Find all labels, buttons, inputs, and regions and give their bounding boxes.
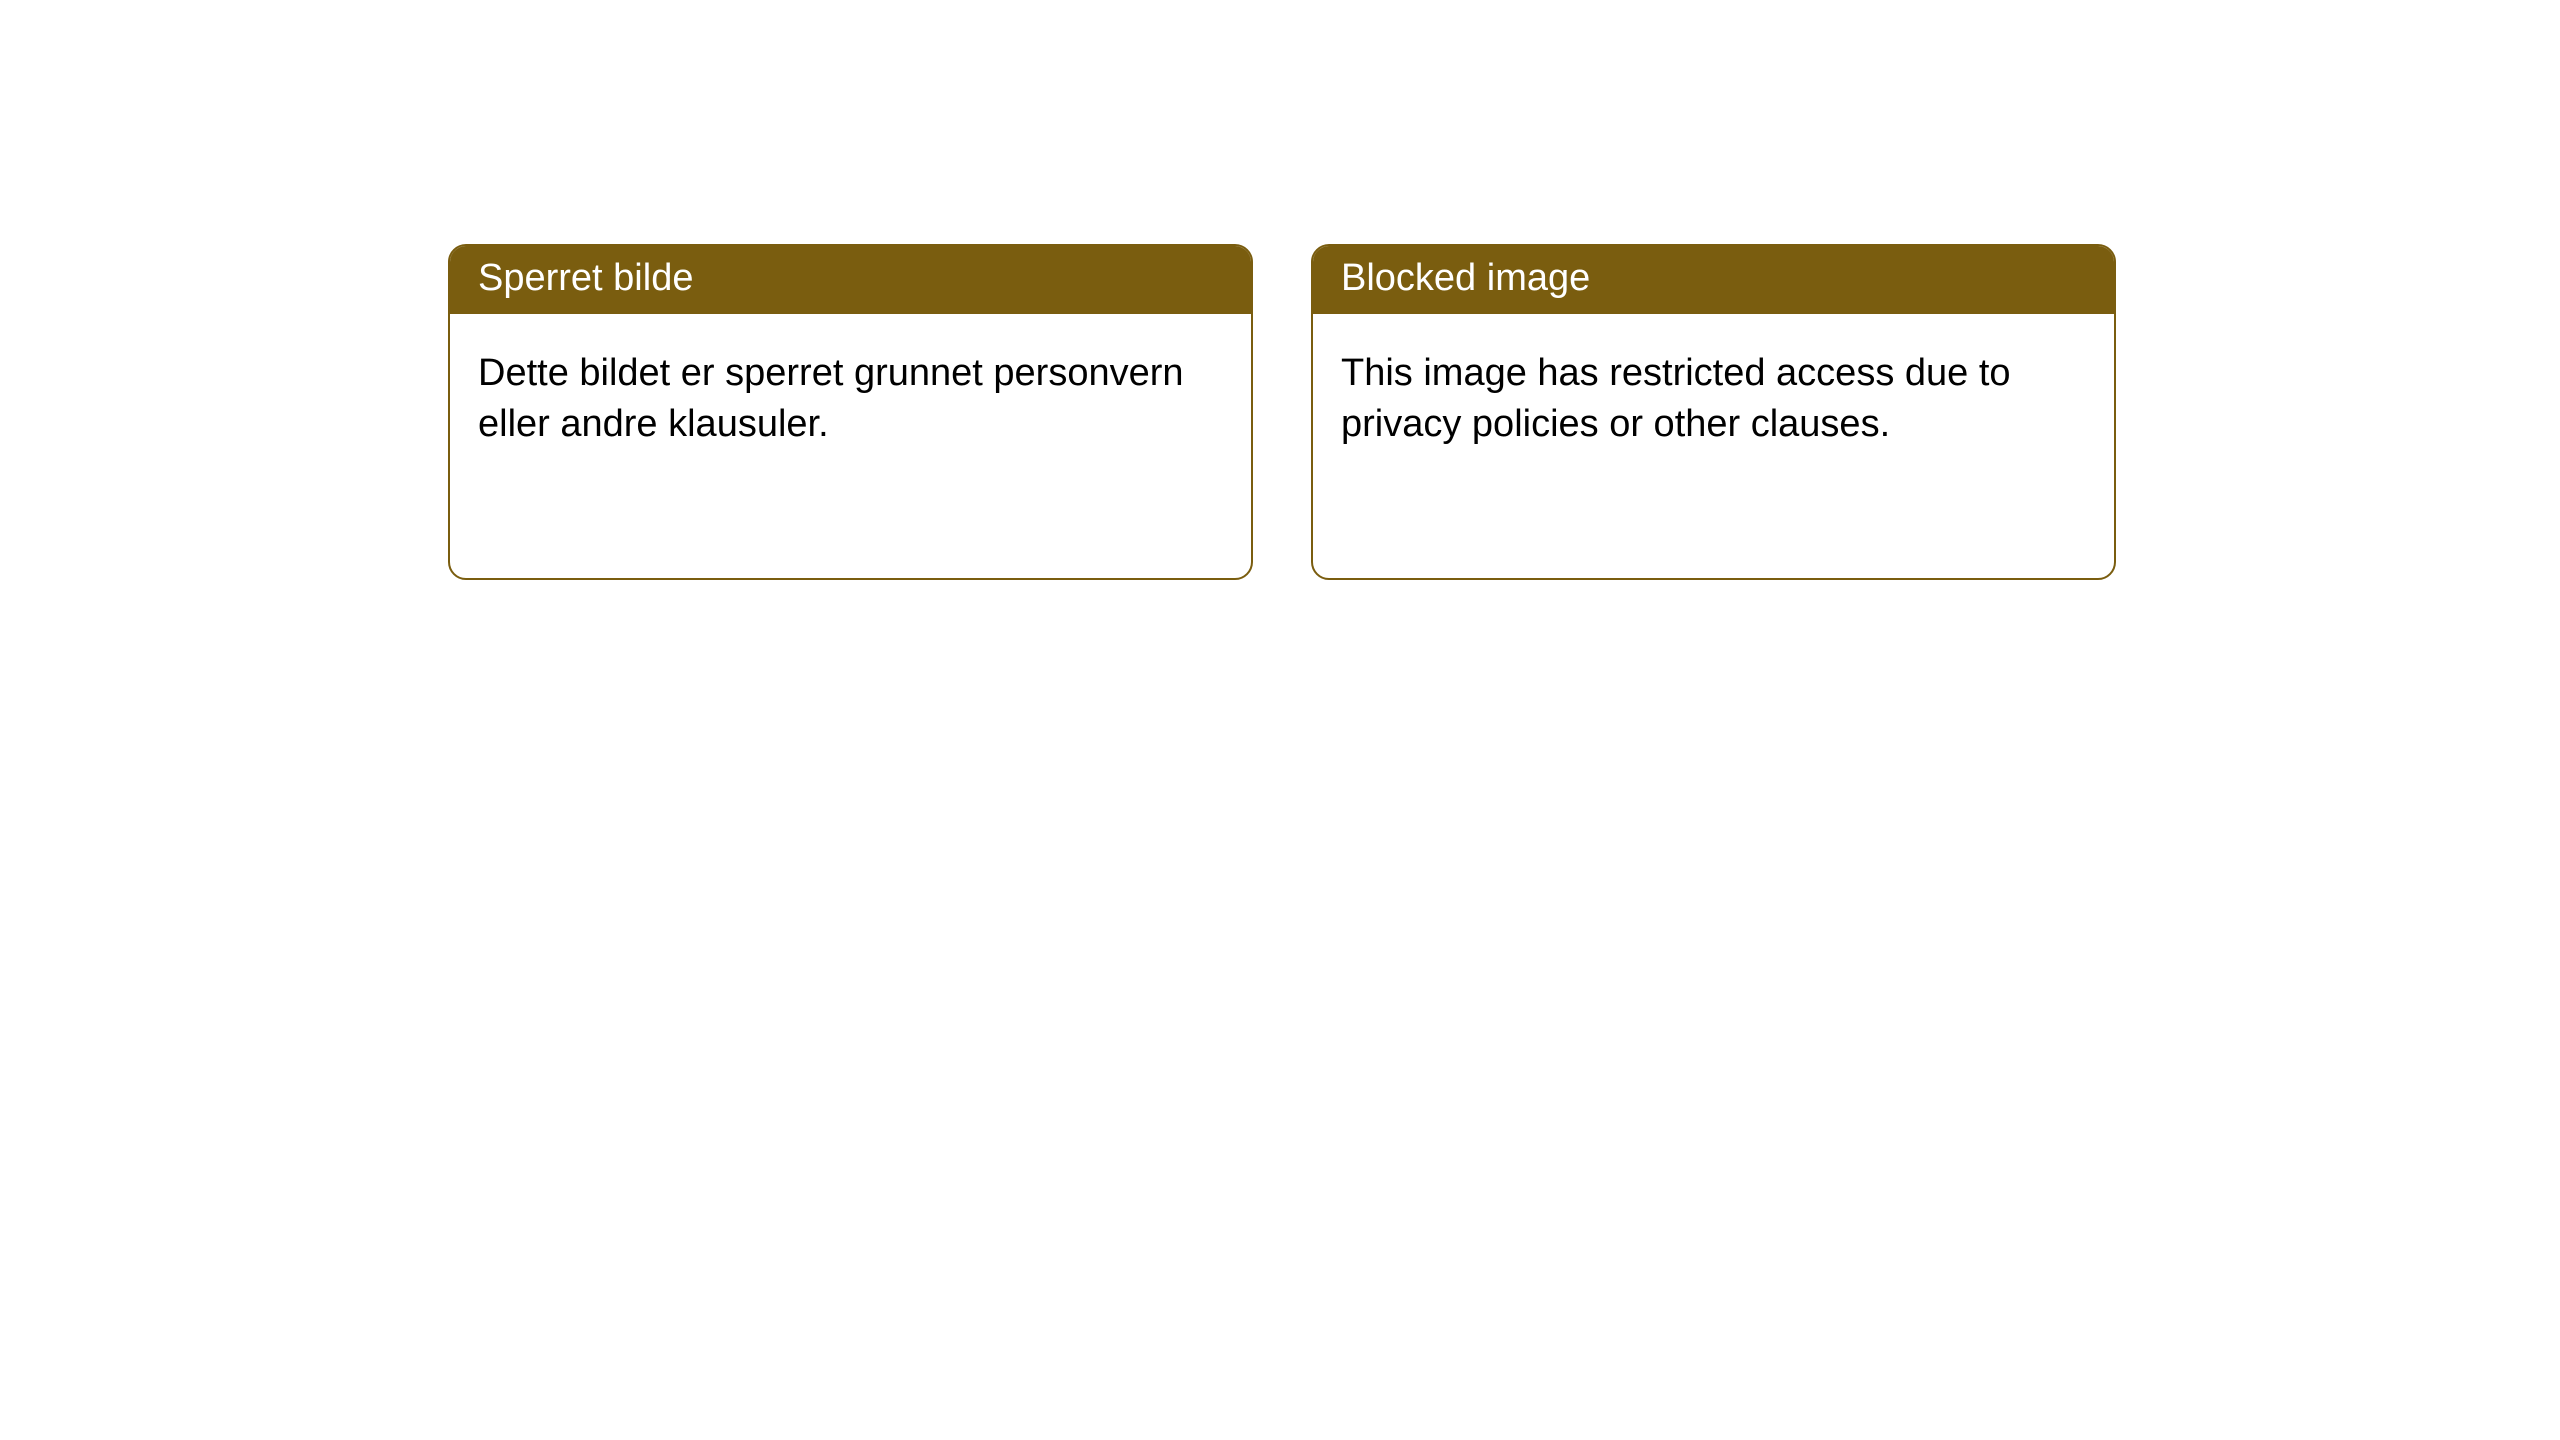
card-header-en: Blocked image	[1313, 246, 2114, 314]
card-header-no: Sperret bilde	[450, 246, 1251, 314]
card-body-en: This image has restricted access due to …	[1313, 314, 2114, 485]
blocked-image-card-no: Sperret bilde Dette bildet er sperret gr…	[448, 244, 1253, 580]
card-body-no: Dette bildet er sperret grunnet personve…	[450, 314, 1251, 485]
notice-container: Sperret bilde Dette bildet er sperret gr…	[0, 0, 2560, 580]
blocked-image-card-en: Blocked image This image has restricted …	[1311, 244, 2116, 580]
